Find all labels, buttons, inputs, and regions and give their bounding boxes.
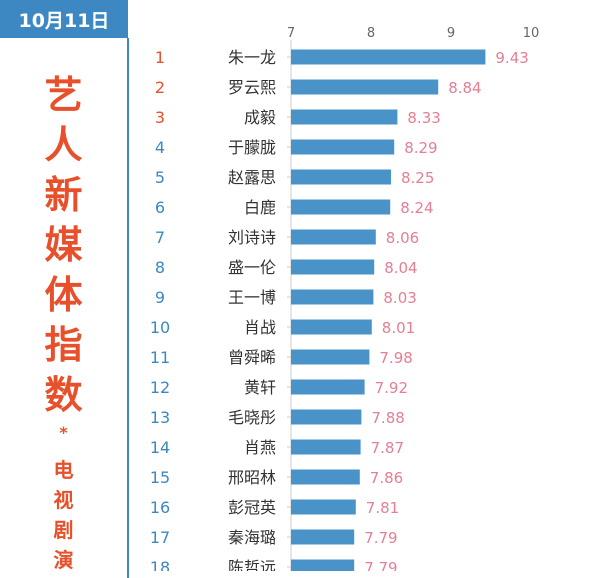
bar <box>291 559 355 571</box>
value-label: 8.84 <box>448 79 481 97</box>
rank-label: 3 <box>155 108 165 127</box>
value-label: 8.03 <box>383 289 416 307</box>
bar <box>291 529 355 545</box>
rank-label: 11 <box>150 348 170 367</box>
category-label: 曾舜晞 <box>228 348 276 367</box>
bar <box>291 229 376 245</box>
value-label: 7.86 <box>370 469 403 487</box>
value-label: 7.81 <box>366 499 399 517</box>
title-char: 新 <box>44 173 83 217</box>
category-label: 罗云熙 <box>228 78 276 97</box>
category-label: 刘诗诗 <box>228 228 276 247</box>
category-label: 于朦胧 <box>228 138 276 157</box>
value-label: 7.88 <box>371 409 404 427</box>
category-label: 毛晓彤 <box>228 408 276 427</box>
value-label: 7.79 <box>364 559 397 571</box>
rank-label: 9 <box>155 288 165 307</box>
bar <box>291 259 375 275</box>
rank-label: 8 <box>155 258 165 277</box>
rank-label: 10 <box>150 318 170 337</box>
value-label: 8.04 <box>384 259 417 277</box>
value-label: 8.24 <box>400 199 433 217</box>
category-label: 赵露思 <box>228 168 276 187</box>
value-label: 9.43 <box>495 49 528 67</box>
value-label: 8.06 <box>386 229 419 247</box>
category-label: 肖燕 <box>244 438 276 457</box>
category-label: 成毅 <box>244 108 276 127</box>
bar <box>291 79 439 95</box>
title-char: 指 <box>44 323 83 367</box>
bar <box>291 49 486 65</box>
title-char: 人 <box>44 123 83 167</box>
rank-label: 12 <box>150 378 170 397</box>
rank-label: 7 <box>155 228 165 247</box>
title-panel <box>0 38 129 578</box>
category-label: 黄轩 <box>244 378 276 397</box>
rank-label: 5 <box>155 168 165 187</box>
x-tick-label: 9 <box>447 26 455 41</box>
bar <box>291 109 398 125</box>
category-label: 盛一伦 <box>228 258 276 277</box>
x-tick-label: 7 <box>287 26 295 41</box>
value-label: 8.01 <box>382 319 415 337</box>
bar <box>291 379 365 395</box>
title-char: 体 <box>44 273 83 317</box>
category-label: 肖战 <box>244 318 276 337</box>
subtitle-char: 电 <box>53 458 74 482</box>
bar <box>291 499 356 515</box>
category-label: 彭冠英 <box>228 498 276 517</box>
value-label: 7.87 <box>371 439 404 457</box>
rank-label: 15 <box>150 468 170 487</box>
rank-label: 16 <box>150 498 170 517</box>
rank-label: 13 <box>150 408 170 427</box>
title-char: 艺 <box>44 73 83 117</box>
category-label: 陈哲远 <box>228 558 276 571</box>
value-label: 7.92 <box>375 379 408 397</box>
x-tick-label: 8 <box>367 26 375 41</box>
rank-label: 18 <box>150 558 170 571</box>
rank-label: 14 <box>150 438 170 457</box>
bar <box>291 469 360 485</box>
rank-label: 17 <box>150 528 170 547</box>
category-label: 王一博 <box>228 288 276 307</box>
category-label: 朱一龙 <box>228 48 276 67</box>
bar <box>291 289 374 305</box>
bar <box>291 199 391 215</box>
bar <box>291 139 395 155</box>
rank-label: 2 <box>155 78 165 97</box>
value-label: 7.79 <box>364 529 397 547</box>
rank-label: 4 <box>155 138 165 157</box>
title-separator: * <box>59 423 68 442</box>
rank-label: 1 <box>155 48 165 67</box>
value-label: 8.25 <box>401 169 434 187</box>
category-label: 邢昭林 <box>228 468 276 487</box>
subtitle-char: 视 <box>53 488 74 512</box>
bar <box>291 409 362 425</box>
bar <box>291 169 391 185</box>
bar <box>291 319 372 335</box>
category-label: 白鹿 <box>244 198 276 217</box>
category-label: 秦海璐 <box>228 528 276 547</box>
rank-label: 6 <box>155 198 165 217</box>
x-tick-label: 10 <box>523 26 540 41</box>
bar <box>291 349 370 365</box>
subtitle-char: 演 <box>53 548 74 572</box>
value-label: 8.33 <box>407 109 440 127</box>
value-label: 8.29 <box>404 139 437 157</box>
date-badge: 10月11日 <box>0 0 128 38</box>
value-label: 7.98 <box>379 349 412 367</box>
title-char: 数 <box>44 373 83 417</box>
title-char: 媒 <box>44 223 83 267</box>
bar <box>291 439 361 455</box>
subtitle-char: 剧 <box>53 518 74 542</box>
